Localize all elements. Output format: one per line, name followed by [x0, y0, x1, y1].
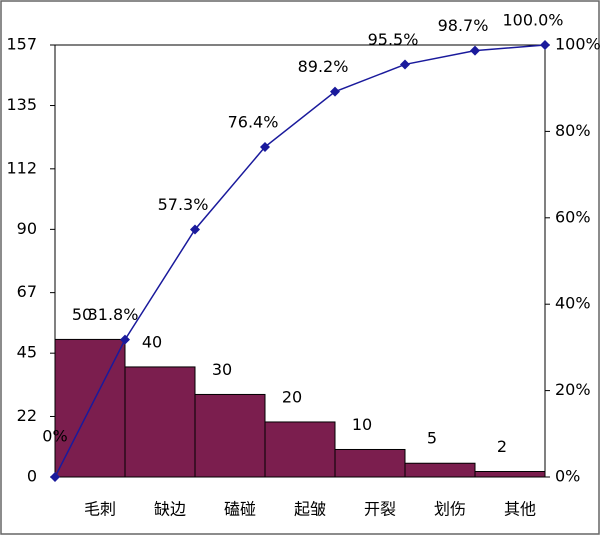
bar-value-label: 20: [282, 387, 302, 406]
y-tick-label: 90: [17, 219, 37, 238]
marker: [400, 59, 410, 70]
y-tick-label: 22: [17, 406, 37, 425]
bar: [124, 366, 196, 478]
x-tick-label: 划伤: [434, 500, 466, 519]
x-tick-label: 毛刺: [84, 500, 116, 519]
cumulative-line: [54, 44, 546, 478]
marker: [330, 86, 340, 97]
bar-value-label: 5: [427, 429, 437, 448]
bar: [474, 470, 546, 478]
bar-value-label: 50: [72, 305, 92, 324]
bar: [194, 393, 266, 478]
line-value-label: 98.7%: [438, 16, 489, 35]
bar: [404, 462, 476, 478]
line-value-label: 57.3%: [158, 195, 209, 214]
marker: [120, 334, 130, 345]
marker: [260, 141, 270, 152]
line-value-label: 0%: [42, 427, 67, 446]
bar-value-label: 40: [142, 332, 162, 351]
y2-tick-label: 60%: [555, 207, 591, 226]
y-tick-label: 45: [17, 343, 37, 362]
x-tick-label: 开裂: [364, 500, 396, 519]
line-value-label: 89.2%: [298, 57, 349, 76]
line-value-label: 31.8%: [88, 305, 139, 324]
y-tick-label: 112: [6, 158, 37, 177]
x-tick-label: 其他: [504, 500, 536, 519]
y2-tick-label: 40%: [555, 294, 591, 313]
marker: [470, 45, 480, 56]
marker: [50, 472, 60, 482]
bar: [334, 448, 406, 478]
x-tick-label: 起皱: [294, 500, 326, 519]
bar: [264, 421, 336, 478]
y-tick-label: 157: [6, 35, 37, 54]
y2-tick-label: 20%: [555, 380, 591, 399]
bar-value-label: 10: [352, 415, 372, 434]
y-tick-label: 0: [27, 467, 37, 486]
x-tick-label: 缺边: [154, 500, 186, 519]
marker: [540, 40, 550, 50]
y2-tick-label: 0%: [555, 467, 580, 486]
bar-value-label: 30: [212, 360, 232, 379]
bar-value-label: 2: [497, 437, 507, 456]
y-tick-label: 67: [17, 282, 37, 301]
marker: [190, 224, 200, 235]
line-value-label: 76.4%: [228, 112, 279, 131]
y2-tick-label: 100%: [555, 35, 600, 54]
x-tick-label: 磕碰: [224, 500, 256, 519]
line-value-label: 100.0%: [502, 11, 563, 30]
line-value-label: 95.5%: [368, 30, 419, 49]
y2-tick-label: 80%: [555, 121, 591, 140]
y-tick-label: 135: [6, 95, 37, 114]
